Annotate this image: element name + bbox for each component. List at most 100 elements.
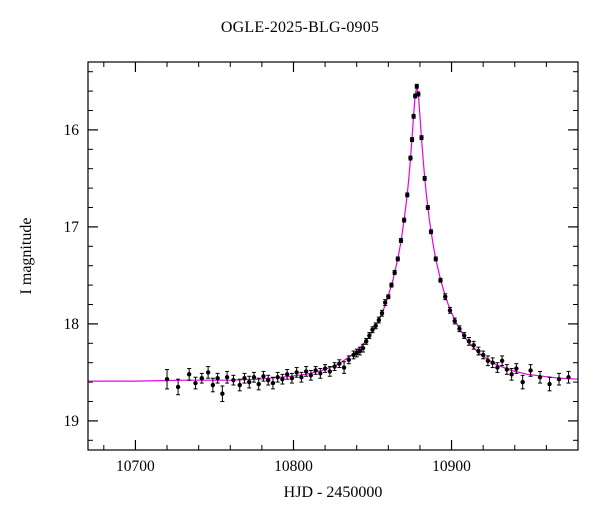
- data-point: [370, 327, 375, 332]
- data-point: [476, 348, 481, 354]
- data-point: [357, 348, 363, 354]
- data-point: [224, 375, 230, 380]
- data-point: [341, 365, 347, 370]
- data-point: [428, 229, 434, 234]
- data-point: [280, 376, 285, 382]
- data-point: [308, 373, 314, 378]
- data-point: [261, 374, 266, 379]
- data-point: [354, 350, 359, 356]
- data-point: [251, 375, 257, 380]
- data-point: [242, 376, 247, 381]
- y-tick-label: 16: [64, 122, 80, 139]
- data-point: [514, 366, 519, 371]
- data-point: [382, 300, 388, 305]
- chart-title: OGLE-2025-BLG-0905: [220, 19, 380, 36]
- data-point: [220, 391, 225, 396]
- data-point: [313, 368, 318, 373]
- data-point: [433, 256, 438, 262]
- data-point: [256, 381, 261, 387]
- x-tick-label: 10900: [432, 458, 471, 475]
- data-point: [401, 217, 407, 223]
- data-point: [299, 375, 304, 380]
- data-point: [193, 380, 198, 386]
- data-point: [411, 114, 416, 119]
- data-point: [337, 361, 342, 366]
- data-point: [457, 326, 462, 331]
- data-point: [322, 366, 328, 371]
- data-point: [520, 379, 525, 385]
- data-point: [210, 382, 216, 388]
- data-point: [499, 358, 505, 363]
- data-point: [284, 372, 290, 377]
- x-tick-label: 10700: [116, 458, 155, 475]
- data-point: [376, 317, 382, 323]
- data-point: [398, 238, 404, 243]
- data-point: [303, 369, 309, 374]
- y-tick-label: 17: [64, 219, 80, 236]
- data-point: [566, 375, 571, 380]
- y-tick-label: 19: [64, 413, 80, 430]
- data-point: [408, 155, 413, 161]
- data-point: [199, 376, 205, 381]
- data-point: [395, 256, 401, 262]
- y-tick-label: 18: [64, 316, 80, 333]
- plot-frame: [87, 61, 579, 451]
- data-point: [495, 365, 500, 370]
- data-point: [318, 371, 323, 376]
- data-point: [231, 377, 236, 383]
- data-point: [389, 282, 394, 288]
- data-point: [443, 294, 448, 299]
- data-point: [363, 339, 369, 344]
- y-axis-label: I magnitude: [18, 217, 35, 295]
- data-point: [537, 375, 543, 380]
- data-point: [205, 370, 211, 375]
- data-point: [409, 137, 415, 142]
- data-point: [386, 294, 391, 299]
- data-point: [175, 384, 181, 390]
- data-point: [447, 308, 453, 313]
- data-point: [466, 339, 472, 344]
- data-point: [275, 375, 280, 380]
- data-point: [351, 352, 356, 358]
- data-point: [379, 311, 385, 316]
- data-point: [425, 205, 431, 210]
- data-point: [528, 368, 533, 373]
- data-point: [332, 364, 337, 369]
- data-point: [504, 367, 510, 372]
- model-curve: [88, 86, 579, 382]
- data-point: [485, 358, 491, 363]
- data-point: [373, 323, 378, 329]
- x-tick-label: 10800: [274, 458, 313, 475]
- data-point: [416, 91, 421, 97]
- data-point: [461, 333, 467, 338]
- data-point: [509, 372, 514, 377]
- data-point: [186, 372, 192, 377]
- data-point: [164, 376, 170, 382]
- data-point: [270, 380, 276, 386]
- data-point: [215, 376, 220, 381]
- data-point: [294, 370, 299, 375]
- data-point: [414, 84, 419, 89]
- data-point: [438, 278, 443, 283]
- data-point: [412, 93, 418, 99]
- data-point: [490, 360, 495, 365]
- data-point: [392, 270, 397, 275]
- data-point: [247, 379, 252, 385]
- data-point: [360, 345, 366, 351]
- data-point: [419, 135, 424, 140]
- data-point: [556, 376, 562, 382]
- data-point: [405, 192, 410, 198]
- data-point: [422, 176, 427, 181]
- data-point: [346, 357, 352, 362]
- data-point: [289, 376, 295, 381]
- data-point: [237, 382, 242, 388]
- data-point: [265, 377, 271, 383]
- x-axis-label: HJD - 2450000: [283, 484, 383, 501]
- data-point: [471, 343, 476, 348]
- data-point: [547, 381, 552, 387]
- data-point: [327, 369, 333, 374]
- data-point: [367, 333, 372, 338]
- data-point: [452, 318, 457, 324]
